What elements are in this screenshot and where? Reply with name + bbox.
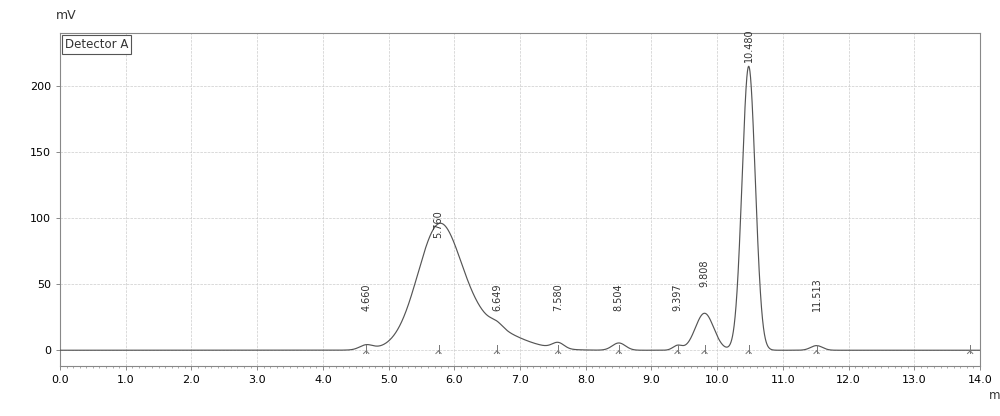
Text: mV: mV: [55, 9, 76, 22]
Text: 7.580: 7.580: [553, 283, 563, 311]
Text: 11.513: 11.513: [812, 277, 822, 311]
Text: 8.504: 8.504: [614, 283, 624, 311]
Text: 6.649: 6.649: [492, 283, 502, 311]
Text: Detector A: Detector A: [65, 38, 128, 51]
Text: 10.480: 10.480: [744, 29, 754, 62]
Text: min: min: [989, 389, 1000, 402]
Text: 9.397: 9.397: [673, 283, 683, 311]
Text: 4.660: 4.660: [361, 283, 371, 311]
Text: 9.808: 9.808: [700, 259, 710, 287]
Text: 5.760: 5.760: [434, 210, 444, 238]
